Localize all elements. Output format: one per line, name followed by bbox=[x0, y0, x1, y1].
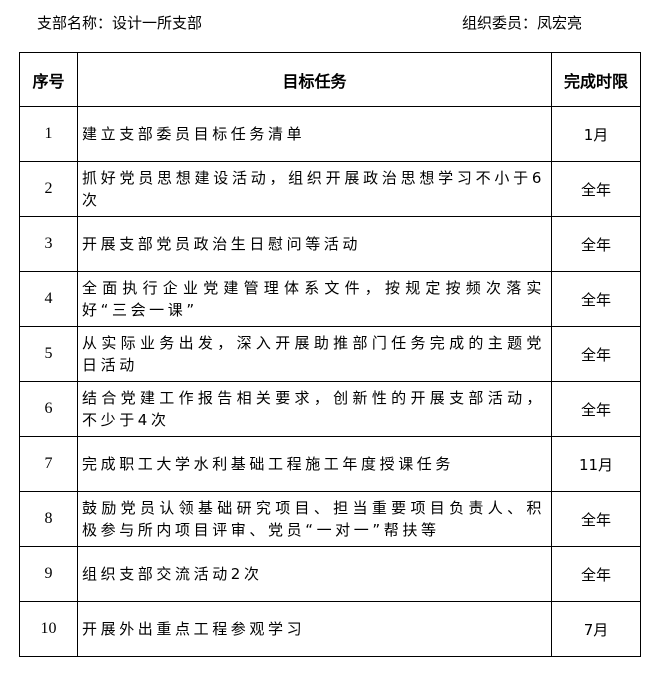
table-row: 7 完成职工大学水利基础工程施工年度授课任务 11月 bbox=[19, 436, 641, 492]
row-task: 开展支部党员政治生日慰问等活动 bbox=[77, 216, 552, 272]
row-number: 7 bbox=[19, 436, 78, 492]
row-deadline: 全年 bbox=[551, 161, 641, 217]
row-number: 2 bbox=[19, 161, 78, 217]
row-number: 3 bbox=[19, 216, 78, 272]
table-header-row: 序号 目标任务 完成时限 bbox=[19, 52, 641, 107]
row-task: 组织支部交流活动2次 bbox=[77, 546, 552, 602]
table-row: 3 开展支部党员政治生日慰问等活动 全年 bbox=[19, 216, 641, 272]
row-deadline: 7月 bbox=[551, 601, 641, 657]
table-body: 1 建立支部委员目标任务清单 1月 2 抓好党员思想建设活动，组织开展政治思想学习不小于… bbox=[19, 106, 641, 657]
table-row: 6 结合党建工作报告相关要求，创新性的开展支部活动，不少于4次 全年 bbox=[19, 381, 641, 437]
table-row: 1 建立支部委员目标任务清单 1月 bbox=[19, 106, 641, 162]
row-number: 4 bbox=[19, 271, 78, 327]
row-task: 结合党建工作报告相关要求，创新性的开展支部活动，不少于4次 bbox=[77, 381, 552, 437]
column-header-deadline: 完成时限 bbox=[551, 52, 641, 107]
committee-member: 组织委员：凤宏亮 bbox=[462, 14, 583, 32]
task-table: 序号 目标任务 完成时限 1 建立支部委员目标任务清单 1月 2 抓好党员思想建设活动，… bbox=[19, 52, 641, 657]
row-task: 建立支部委员目标任务清单 bbox=[77, 106, 552, 162]
row-number: 6 bbox=[19, 381, 78, 437]
row-deadline: 全年 bbox=[551, 491, 641, 547]
table-row: 10 开展外出重点工程参观学习 7月 bbox=[19, 601, 641, 657]
row-deadline: 全年 bbox=[551, 546, 641, 602]
column-header-task: 目标任务 bbox=[77, 52, 552, 107]
row-task: 完成职工大学水利基础工程施工年度授课任务 bbox=[77, 436, 552, 492]
table-row: 2 抓好党员思想建设活动，组织开展政治思想学习不小于6次 全年 bbox=[19, 161, 641, 217]
row-task: 全面执行企业党建管理体系文件，按规定按频次落实好“三会一课” bbox=[77, 271, 552, 327]
row-number: 8 bbox=[19, 491, 78, 547]
row-number: 1 bbox=[19, 106, 78, 162]
table-row: 4 全面执行企业党建管理体系文件，按规定按频次落实好“三会一课” 全年 bbox=[19, 271, 641, 327]
table-row: 9 组织支部交流活动2次 全年 bbox=[19, 546, 641, 602]
row-deadline: 11月 bbox=[551, 436, 641, 492]
row-deadline: 全年 bbox=[551, 381, 641, 437]
row-number: 9 bbox=[19, 546, 78, 602]
row-task: 鼓励党员认领基础研究项目、担当重要项目负责人、积极参与所内项目评审、党员“一对一… bbox=[77, 491, 552, 547]
table-row: 8 鼓励党员认领基础研究项目、担当重要项目负责人、积极参与所内项目评审、党员“一对… bbox=[19, 491, 641, 547]
row-deadline: 全年 bbox=[551, 271, 641, 327]
row-deadline: 全年 bbox=[551, 216, 641, 272]
column-header-no: 序号 bbox=[19, 52, 78, 107]
row-deadline: 1月 bbox=[551, 106, 641, 162]
branch-name: 支部名称：设计一所支部 bbox=[37, 14, 203, 32]
row-number: 10 bbox=[19, 601, 78, 657]
table-row: 5 从实际业务出发，深入开展助推部门任务完成的主题党日活动 全年 bbox=[19, 326, 641, 382]
row-task: 从实际业务出发，深入开展助推部门任务完成的主题党日活动 bbox=[77, 326, 552, 382]
row-number: 5 bbox=[19, 326, 78, 382]
row-task: 开展外出重点工程参观学习 bbox=[77, 601, 552, 657]
row-deadline: 全年 bbox=[551, 326, 641, 382]
row-task: 抓好党员思想建设活动，组织开展政治思想学习不小于6次 bbox=[77, 161, 552, 217]
